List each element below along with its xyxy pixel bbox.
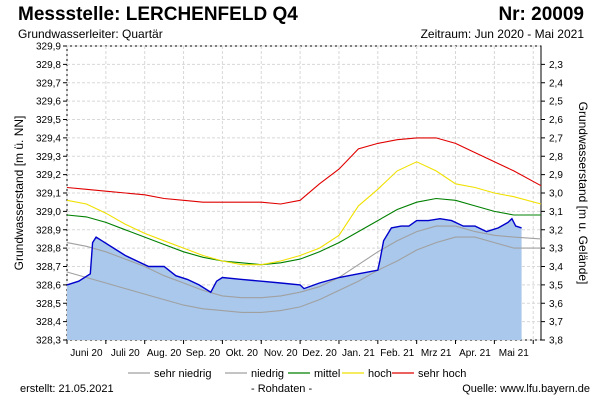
y-axis-label-left: Grundwasserstand [m ü. NN] <box>12 116 26 271</box>
y-tick-label-left: 329,1 <box>36 189 61 200</box>
y-tick-label-right: 3,5 <box>549 280 563 291</box>
x-tick-label: Nov. 20 <box>264 348 298 359</box>
y-tick-label-left: 328,9 <box>36 225 61 236</box>
y-tick-label-left: 329,3 <box>36 152 61 163</box>
y-tick-label-right: 3,6 <box>549 299 563 310</box>
x-tick-label: Apr. 21 <box>459 348 491 359</box>
source-link[interactable]: Quelle: www.lfu.bayern.de <box>462 383 590 395</box>
y-tick-label-right: 3,2 <box>549 225 563 236</box>
y-tick-label-right: 2,4 <box>549 78 563 89</box>
y-axis-right: 2,3 2,4 2,5 2,6 2,7 2,8 2,9 3,0 3,1 3,2 3,3 3,4 3,5 3… <box>541 60 563 347</box>
created-date: erstellt: 21.05.2021 <box>20 383 114 395</box>
y-tick-label-right: 3,7 <box>549 317 563 328</box>
series-line-mittel <box>66 197 541 266</box>
x-tick-label: Dez. 20 <box>302 348 337 359</box>
y-tick-label-right: 2,7 <box>549 133 563 144</box>
aquifer-subtitle: Grundwasserleiter: Quartär <box>18 27 163 41</box>
legend-label: mittel <box>314 368 340 380</box>
x-tick-label: Jan. 21 <box>342 348 375 359</box>
y-tick-label-right: 2,5 <box>549 97 563 108</box>
y-tick-label-right: 2,8 <box>549 152 563 163</box>
series-line-sehr-niedrig <box>66 236 541 313</box>
legend-label: niedrig <box>251 368 284 380</box>
series-line-hoch <box>66 161 542 266</box>
x-tick-label: Sep. 20 <box>186 348 221 359</box>
station-title: Messstelle: LERCHENFELD Q4 <box>18 4 298 25</box>
y-axis-left: 328,3 328,4 328,5 328,6 328,7 328,8 328,9 329,0… <box>36 42 67 347</box>
y-tick-label-right: 3,0 <box>549 189 563 200</box>
legend-label: sehr niedrig <box>154 368 211 380</box>
measured-fill <box>67 218 522 340</box>
x-tick-label: Juli 20 <box>111 348 140 359</box>
legend-label: sehr hoch <box>418 368 466 380</box>
legend: sehr niedrig niedrig mittel hoch sehr hoch <box>128 368 466 380</box>
measured-area <box>67 218 522 340</box>
y-tick-label-left: 329,0 <box>36 207 61 218</box>
y-tick-label-left: 329,4 <box>36 133 61 144</box>
y-tick-label-left: 328,7 <box>36 262 61 273</box>
y-tick-label-right: 3,3 <box>549 244 563 255</box>
x-tick-label: Okt. 20 <box>226 348 259 359</box>
series-lines <box>66 137 542 313</box>
y-axis-label-right: Grundwasserstand [m u. Gelände] <box>576 102 590 285</box>
y-tick-label-right: 2,3 <box>549 60 563 71</box>
station-number: Nr: 20009 <box>498 4 584 25</box>
y-tick-label-left: 329,5 <box>36 115 61 126</box>
y-tick-label-left: 329,6 <box>36 97 61 108</box>
x-tick-label: Feb. 21 <box>380 348 414 359</box>
legend-label: hoch <box>368 368 392 380</box>
x-tick-label: Mrz 21 <box>421 348 452 359</box>
y-tick-label-right: 2,6 <box>549 115 563 126</box>
x-axis: Juni 20 Juli 20 Aug. 20 Sep. 20 Okt. 20 Nov. … <box>66 340 534 359</box>
y-tick-label-left: 328,5 <box>36 299 61 310</box>
raw-data-note: - Rohdaten - <box>251 383 313 395</box>
y-tick-label-right: 3,8 <box>549 336 563 347</box>
y-tick-label-right: 2,9 <box>549 170 563 181</box>
y-tick-label-left: 329,8 <box>36 60 61 71</box>
y-tick-label-right: 3,1 <box>549 207 563 218</box>
period-label: Zeitraum: Jun 2020 - Mai 2021 <box>420 27 584 41</box>
y-tick-label-left: 329,2 <box>36 170 61 181</box>
y-tick-label-left: 329,9 <box>36 42 61 53</box>
x-tick-label: Juni 20 <box>70 348 103 359</box>
series-line-sehr-hoch <box>66 137 542 205</box>
y-tick-label-left: 328,6 <box>36 280 61 291</box>
x-tick-label: Aug. 20 <box>147 348 182 359</box>
y-tick-label-left: 328,3 <box>36 336 61 347</box>
y-tick-label-left: 328,4 <box>36 317 61 328</box>
y-tick-label-right: 3,4 <box>549 262 563 273</box>
series-line-messwerte <box>66 217 522 294</box>
x-tick-label: Mai 21 <box>499 348 529 359</box>
y-tick-label-left: 328,8 <box>36 244 61 255</box>
y-tick-label-left: 329,7 <box>36 78 61 89</box>
series-line-niedrig <box>66 225 542 299</box>
